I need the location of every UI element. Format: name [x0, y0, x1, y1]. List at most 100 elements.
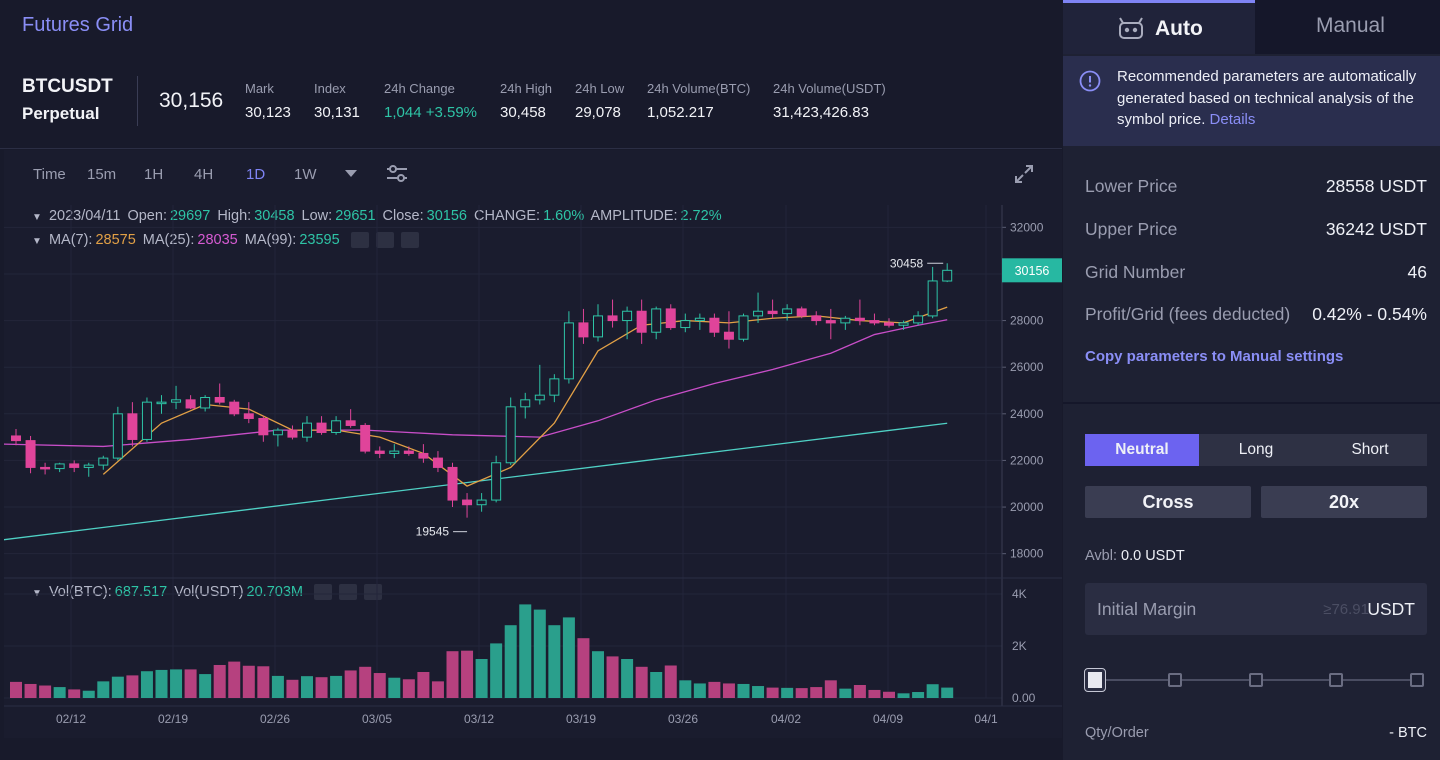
leverage-button[interactable]: 20x: [1261, 486, 1427, 518]
interval-1d[interactable]: 1D: [246, 166, 266, 183]
candle-body: [840, 317, 851, 324]
mode-short-button[interactable]: Short: [1313, 434, 1427, 466]
time-label: Time: [33, 166, 66, 183]
volume-visibility-icon[interactable]: [314, 584, 332, 601]
avbl-label: Avbl:: [1085, 548, 1117, 564]
interval-1h[interactable]: 1H: [144, 166, 164, 183]
price-tick-label: 30000: [1010, 267, 1044, 281]
candle-body: [767, 310, 778, 315]
mode-long-button[interactable]: Long: [1199, 434, 1313, 466]
current-price-tag-label: 30156: [1015, 264, 1050, 278]
candle-body: [418, 452, 429, 459]
mode-neutral-button[interactable]: Neutral: [1085, 434, 1199, 466]
stat-value: 30,458: [500, 104, 546, 121]
details-link[interactable]: Details: [1209, 111, 1256, 128]
candle-body: [738, 315, 749, 340]
ma-close-icon[interactable]: [400, 232, 419, 249]
ohlc-info-row: ▼ 2023/04/11 Open: 29697 High: 30458 Low: 2…: [32, 208, 725, 224]
collapse-ohlc-icon[interactable]: ▼: [32, 212, 42, 223]
volume-bar: [330, 675, 343, 698]
param-profit-grid: Profit/Grid (fees deducted) 0.42% - 0.54…: [1085, 304, 1427, 328]
candle-body: [200, 396, 211, 409]
candle-body: [825, 320, 836, 324]
candle-body: [40, 466, 51, 470]
high-value: 30458: [254, 208, 295, 224]
volume-bar: [519, 604, 532, 698]
slider-step-100[interactable]: [1410, 673, 1424, 687]
slider-step-25[interactable]: [1168, 673, 1182, 687]
stat-label: 24h Change: [384, 81, 455, 96]
volume-bar: [839, 688, 852, 698]
candle-body: [54, 463, 65, 470]
volume-bar: [446, 651, 459, 698]
volume-bar: [504, 625, 517, 698]
collapse-volume-icon[interactable]: ▼: [32, 588, 42, 599]
volume-bar: [10, 681, 22, 698]
param-label: Lower Price: [1085, 176, 1178, 196]
amplitude-label: AMPLITUDE:: [590, 208, 678, 224]
volume-bar: [184, 669, 197, 698]
interval-1w[interactable]: 1W: [294, 166, 317, 183]
header-divider-bottom: [0, 148, 1062, 149]
volume-bar: [824, 680, 837, 698]
fullscreen-icon[interactable]: [1014, 164, 1034, 184]
margin-slider-handle[interactable]: [1084, 668, 1106, 692]
open-value: 29697: [169, 208, 211, 224]
volume-bar: [533, 609, 546, 698]
ma-visibility-icon[interactable]: [350, 232, 369, 249]
interval-4h[interactable]: 4H: [194, 166, 214, 183]
candle-body: [331, 420, 342, 433]
volume-bar: [24, 683, 37, 698]
stat-value: 29,078: [575, 104, 621, 121]
candle-body: [127, 413, 138, 440]
stat-value: 30,123: [245, 104, 291, 121]
date-tick-label: 04/1: [974, 712, 998, 726]
collapse-ma-icon[interactable]: ▼: [32, 236, 42, 247]
candle-body: [476, 499, 487, 506]
vol-btc-value: 687.517: [114, 584, 168, 600]
candle-body: [171, 399, 182, 403]
volume-bar: [548, 625, 561, 698]
volume-bar: [39, 685, 52, 698]
info-icon: [1079, 70, 1101, 92]
ma25-line: [4, 319, 948, 448]
candle-body: [694, 317, 705, 322]
copy-parameters-link[interactable]: Copy parameters to Manual settings: [1085, 348, 1344, 365]
volume-bar: [402, 679, 415, 698]
slider-step-75[interactable]: [1329, 673, 1343, 687]
stat-24h-low: 24h Low 29,078: [575, 81, 624, 121]
candle-body: [927, 280, 938, 317]
date-tick-label: 03/12: [464, 712, 494, 726]
volume-bar: [868, 689, 881, 698]
volume-bar: [155, 669, 168, 698]
candle-body: [345, 420, 356, 426]
ma25-value: 28035: [197, 232, 238, 248]
date-tick-label: 04/02: [771, 712, 801, 726]
symbol-name[interactable]: BTCUSDT: [22, 76, 113, 97]
price-tick-label: 20000: [1010, 500, 1044, 514]
indicator-settings-icon[interactable]: [386, 164, 408, 184]
initial-margin-unit: USDT: [1367, 599, 1415, 619]
recommendation-notice: Recommended parameters are automatically…: [1063, 56, 1440, 146]
volume-settings-icon[interactable]: [339, 584, 357, 601]
candle-body: [11, 435, 21, 442]
slider-step-50[interactable]: [1249, 673, 1263, 687]
date-tick-label: 02/26: [260, 712, 290, 726]
margin-mode-button[interactable]: Cross: [1085, 486, 1251, 518]
interval-15m[interactable]: 15m: [87, 166, 117, 183]
close-value: 30156: [426, 208, 467, 224]
ma99-line: [4, 422, 948, 541]
candle-body: [185, 399, 196, 409]
ma-settings-icon[interactable]: [375, 232, 394, 249]
ma99-value: 23595: [299, 232, 340, 248]
panel-divider: [1063, 402, 1440, 404]
low-value: 29651: [335, 208, 376, 224]
robot-icon: [1119, 17, 1143, 39]
tab-auto[interactable]: Auto: [1063, 0, 1255, 54]
stat-index: Index 30,131: [314, 81, 360, 121]
initial-margin-input[interactable]: Initial Margin ≥76.91 USDT: [1085, 583, 1427, 635]
interval-dropdown-icon[interactable]: [345, 170, 357, 178]
volume-bar: [170, 669, 183, 698]
volume-close-icon[interactable]: [364, 584, 382, 601]
tab-manual[interactable]: Manual: [1255, 0, 1440, 54]
